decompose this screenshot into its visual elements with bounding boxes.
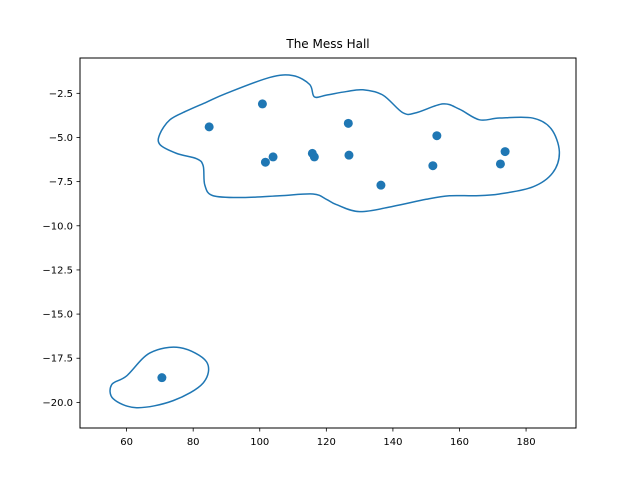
data-point-7 <box>343 118 353 128</box>
x-tick-label: 60 <box>120 437 133 448</box>
x-tick-label: 80 <box>187 437 200 448</box>
data-point-3 <box>260 157 270 167</box>
data-point-1 <box>204 122 214 132</box>
y-tick-label: −12.5 <box>42 265 73 276</box>
y-tick-label: −20.0 <box>42 398 73 409</box>
y-tick-label: −5.0 <box>49 133 73 144</box>
x-axis: 60 80 100 120 140 160 180 <box>120 428 536 448</box>
data-point-6 <box>309 152 319 162</box>
cluster-boundary-2 <box>109 346 210 409</box>
x-tick-label: 100 <box>250 437 269 448</box>
y-tick-label: −15.0 <box>42 310 73 321</box>
data-point-10 <box>428 161 438 171</box>
cluster-boundary-1 <box>157 74 561 213</box>
chart-title: The Mess Hall <box>285 37 369 51</box>
data-point-11 <box>432 131 442 141</box>
data-point-14 <box>157 373 167 383</box>
data-point-8 <box>344 150 354 160</box>
y-tick-label: −2.5 <box>49 89 73 100</box>
data-point-2 <box>257 99 267 109</box>
y-tick-label: −7.5 <box>49 177 73 188</box>
data-point-13 <box>500 147 510 157</box>
data-point-9 <box>376 180 386 190</box>
data-point-12 <box>495 159 505 169</box>
y-tick-label: −10.0 <box>42 221 73 232</box>
plot-area-frame <box>79 57 577 429</box>
y-axis: −2.5 −5.0 −7.5 −10.0 −12.5 −15.0 −17.5 −20.0 <box>42 89 80 409</box>
x-tick-label: 120 <box>317 437 336 448</box>
cluster-boundaries <box>109 74 561 409</box>
x-tick-label: 140 <box>383 437 402 448</box>
x-tick-label: 160 <box>450 437 469 448</box>
y-tick-label: −17.5 <box>42 354 73 365</box>
x-tick-label: 180 <box>517 437 536 448</box>
data-point-4 <box>268 152 278 162</box>
data-points <box>157 99 510 383</box>
